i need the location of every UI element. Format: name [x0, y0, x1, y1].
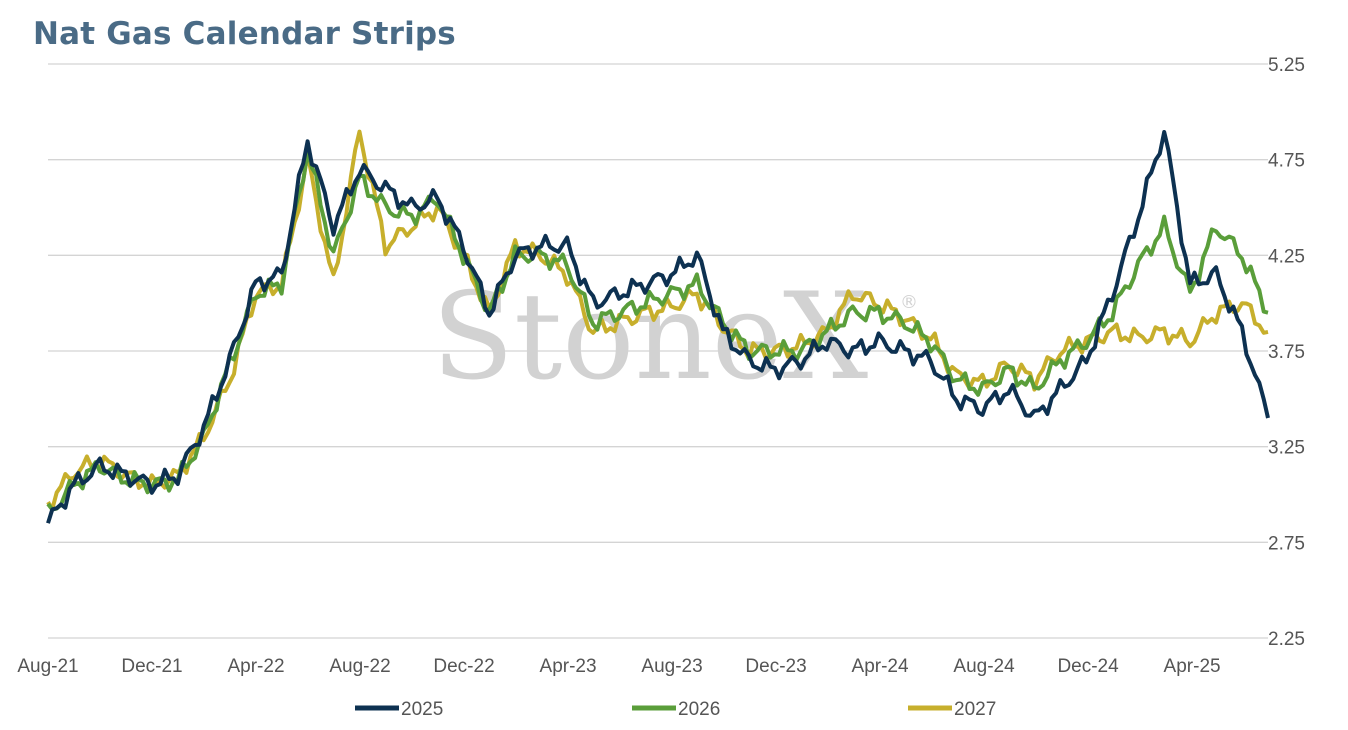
y-tick-label: 2.75: [1268, 533, 1305, 554]
x-tick-label: Dec-24: [1057, 656, 1119, 677]
x-tick-label: Apr-25: [1164, 656, 1221, 677]
legend-label-2026: 2026: [678, 699, 720, 720]
x-tick-label: Aug-21: [17, 656, 78, 677]
x-tick-label: Apr-24: [852, 656, 909, 677]
gridlines: [48, 63, 1268, 639]
legend: 2025 2026 2027: [355, 699, 996, 720]
series-line-2025: [46, 130, 1270, 524]
x-tick-label: Dec-23: [745, 656, 806, 677]
x-tick-label: Aug-23: [641, 656, 702, 677]
x-tick-label: Dec-22: [433, 656, 494, 677]
x-tick-label: Apr-22: [227, 656, 284, 677]
x-tick-label: Apr-23: [540, 656, 597, 677]
y-tick-label: 3.75: [1268, 342, 1305, 363]
legend-label-2027: 2027: [954, 699, 996, 720]
x-axis-ticks: Aug-21 Dec-21 Apr-22 Aug-22 Dec-22 Apr-23 Aug-…: [17, 656, 1220, 677]
y-tick-label: 3.25: [1268, 438, 1305, 459]
y-axis-ticks: 2.25 2.75 3.25 3.75 4.25 4.75 5.25: [1268, 55, 1305, 650]
chart-title: Nat Gas Calendar Strips: [33, 16, 456, 52]
x-tick-label: Dec-21: [121, 656, 182, 677]
y-tick-label: 2.25: [1268, 629, 1305, 650]
y-tick-label: 4.25: [1268, 246, 1305, 267]
legend-label-2025: 2025: [401, 699, 443, 720]
series-line-2027: [46, 129, 1269, 512]
series-lines: [46, 129, 1270, 524]
y-tick-label: 5.25: [1268, 55, 1305, 76]
y-tick-label: 4.75: [1268, 151, 1305, 172]
x-tick-label: Aug-22: [329, 656, 390, 677]
watermark-registered-mark: ®: [900, 292, 918, 313]
x-tick-label: Aug-24: [953, 656, 1015, 677]
